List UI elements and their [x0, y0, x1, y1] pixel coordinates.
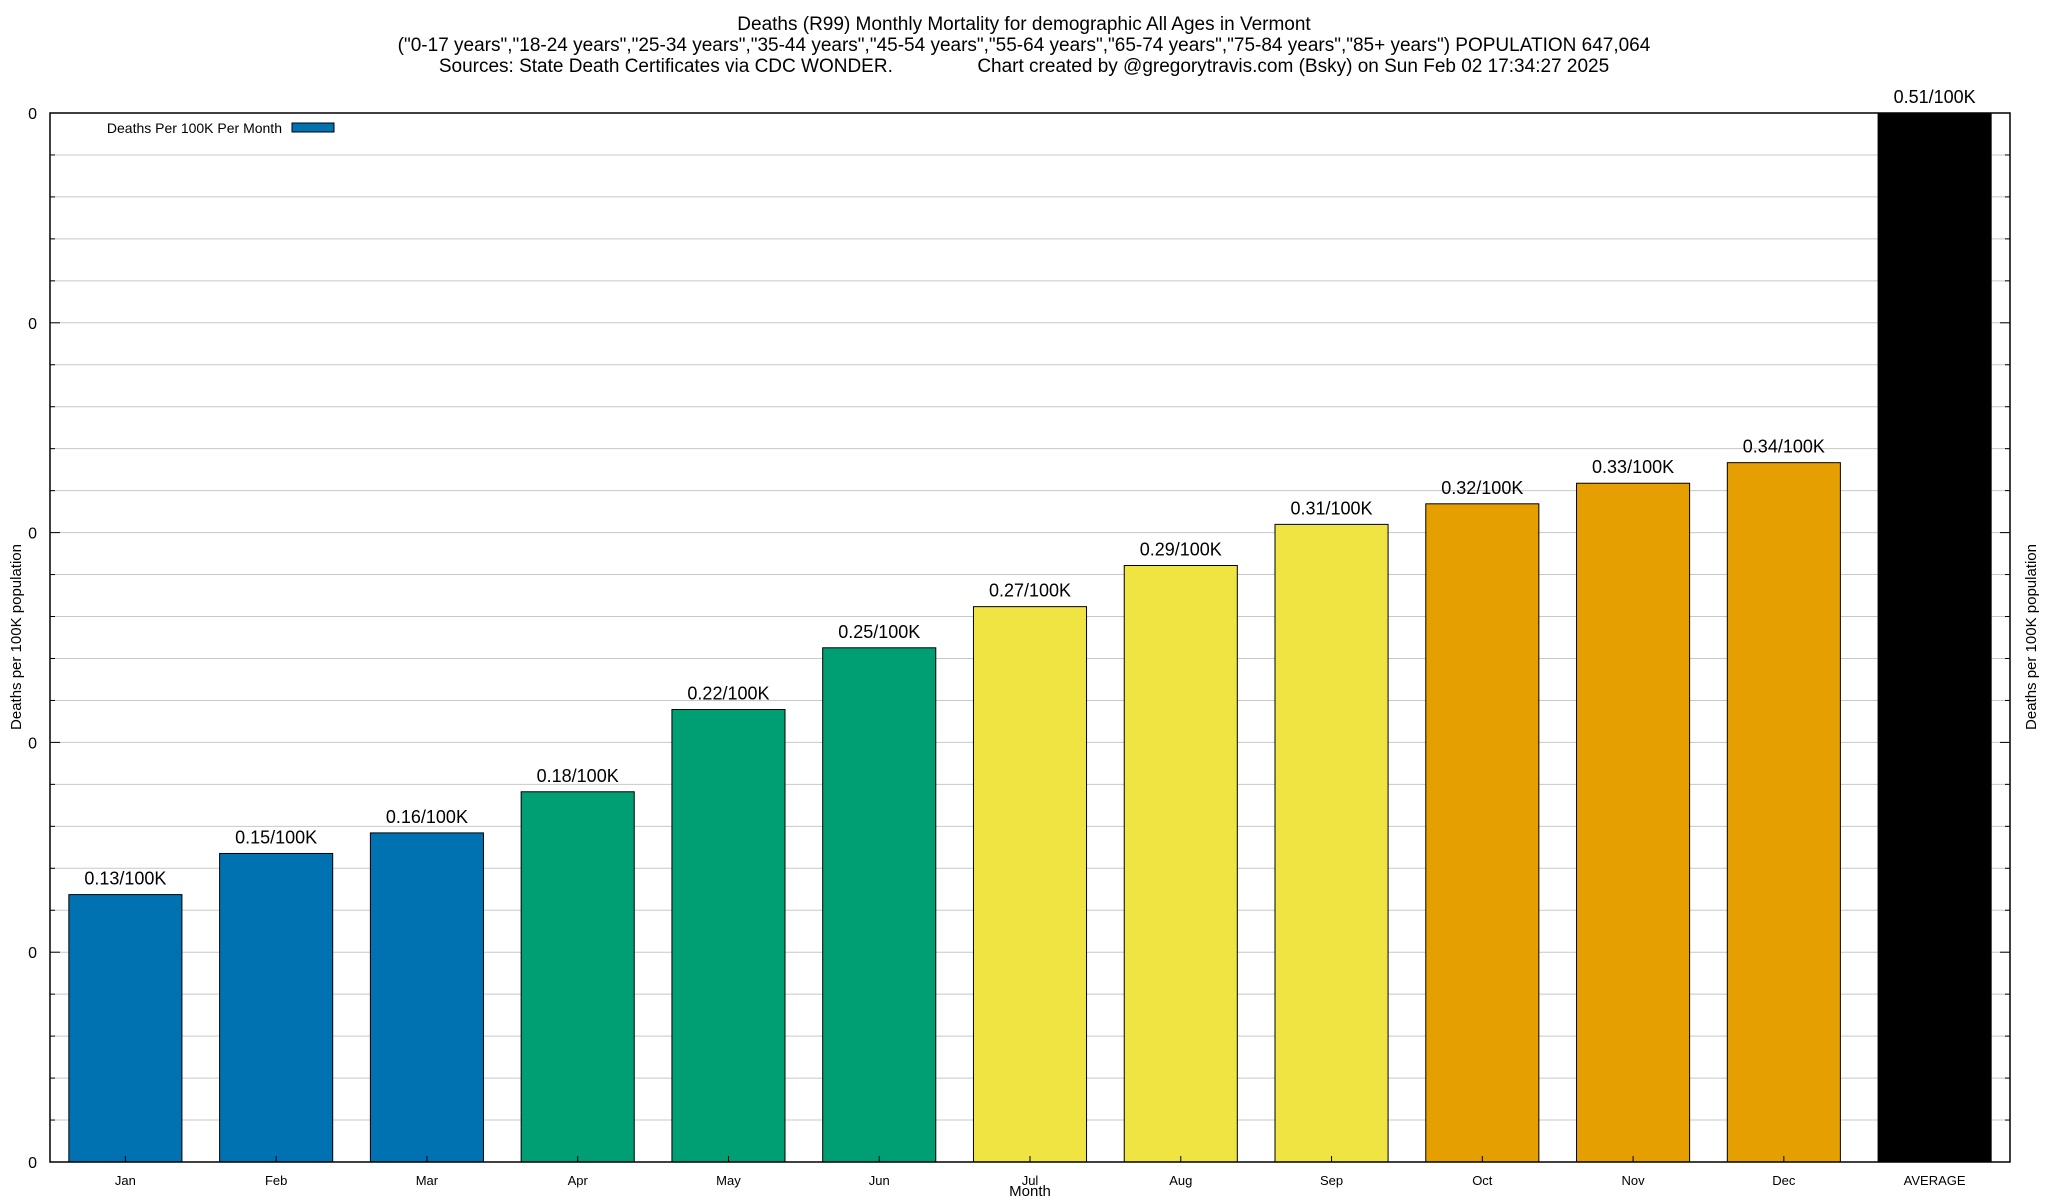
bars [68, 112, 1992, 1163]
y-tick-labels: 0 0 0 0 0 0 [28, 106, 37, 1172]
bar-value-label: 0.25/100K [838, 622, 920, 642]
y-tick-label: 0 [28, 526, 37, 543]
bar-apr [520, 791, 635, 1163]
x-tick-label: Oct [1472, 1173, 1493, 1188]
y-tick-label: 0 [28, 1155, 37, 1172]
bar-value-label: 0.31/100K [1290, 498, 1372, 518]
bar-nov [1576, 482, 1691, 1163]
bar-feb [219, 852, 334, 1163]
x-tick-label: Nov [1622, 1173, 1646, 1188]
bar-aug [1123, 565, 1238, 1163]
x-tick-label: Sep [1320, 1173, 1343, 1188]
bar-value-label: 0.32/100K [1441, 478, 1523, 498]
x-tick-label: Feb [265, 1173, 287, 1188]
legend-label: Deaths Per 100K Per Month [107, 120, 282, 136]
bar-jul [972, 606, 1088, 1163]
x-tick-label: Mar [416, 1173, 439, 1188]
bar-dec [1726, 462, 1841, 1163]
bar-value-label: 0.29/100K [1140, 540, 1222, 560]
bar-value-label: 0.33/100K [1592, 457, 1674, 477]
y-tick-label: 0 [28, 945, 37, 962]
chart-title: Deaths (R99) Monthly Mortality for demog… [0, 14, 2048, 77]
x-tick-label: Jun [869, 1173, 890, 1188]
y-axis-title: Deaths per 100K population [8, 544, 25, 730]
axis-ticks [50, 112, 2010, 1163]
bar-jun [822, 647, 937, 1163]
x-tick-labels: Jan Feb Mar Apr May Jun Jul Aug Sep Oct Nov Dec AVER… [115, 1173, 1966, 1188]
y-tick-label: 0 [28, 316, 37, 333]
bar-oct [1425, 503, 1540, 1163]
bar-value-label: 0.15/100K [235, 827, 317, 847]
bar-value-label: 0.16/100K [386, 807, 468, 827]
bar-value-label: 0.22/100K [687, 683, 769, 703]
x-tick-label: Jul [1022, 1173, 1039, 1188]
x-tick-label: AVERAGE [1904, 1173, 1966, 1188]
legend: Deaths Per 100K Per Month [107, 120, 335, 136]
bar-sep [1274, 523, 1389, 1163]
bar-labels: 0.13/100K 0.15/100K 0.16/100K 0.18/100K 0.22… [84, 87, 1975, 889]
x-tick-label: Aug [1169, 1173, 1192, 1188]
x-tick-label: May [716, 1173, 741, 1188]
x-axis-title: Month [1009, 1183, 1051, 1200]
y2-axis-title: Deaths per 100K population [2023, 544, 2040, 730]
legend-swatch [291, 122, 335, 133]
bar-jan [68, 894, 183, 1163]
y-tick-label: 0 [28, 106, 37, 123]
y-tick-label: 0 [28, 735, 37, 752]
title-line-3: Sources: State Death Certificates via CD… [438, 56, 1610, 77]
x-tick-label: Jan [115, 1173, 136, 1188]
title-line-2: ("0-17 years","18-24 years","25-34 years… [397, 35, 1651, 56]
bar-average [1877, 112, 1992, 1163]
bar-mar [369, 832, 484, 1163]
bar-value-label: 0.13/100K [84, 869, 166, 889]
bar-may [671, 708, 786, 1163]
x-tick-label: Apr [568, 1173, 589, 1188]
bar-value-label: 0.34/100K [1743, 437, 1825, 457]
title-line-1: Deaths (R99) Monthly Mortality for demog… [737, 14, 1311, 35]
bar-value-label: 0.18/100K [537, 766, 619, 786]
plot-frame [49, 112, 2011, 1163]
x-tick-label: Dec [1772, 1173, 1796, 1188]
bar-value-label: 0.27/100K [989, 581, 1071, 601]
bar-value-label: 0.51/100K [1894, 87, 1976, 107]
